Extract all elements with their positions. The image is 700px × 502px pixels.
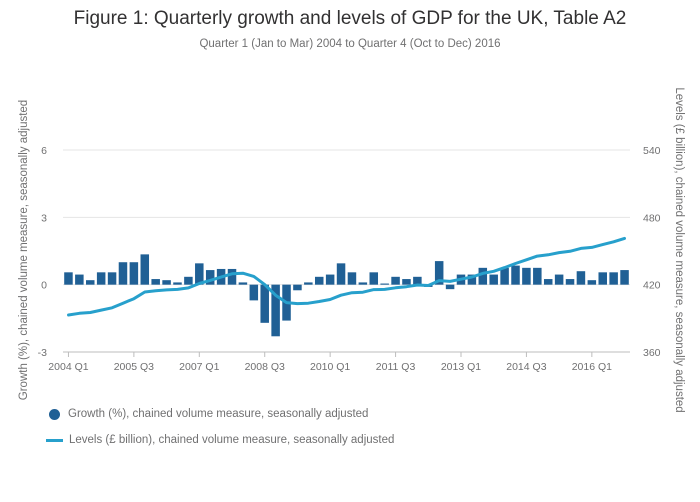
- legend-item-levels[interactable]: Levels (£ billion), chained volume measu…: [46, 434, 394, 446]
- growth-bar: [314, 276, 324, 285]
- y-right-tick-label: 360: [643, 347, 661, 359]
- y-left-tick-label: 6: [41, 145, 47, 157]
- legend-label-levels: Levels (£ billion), chained volume measu…: [69, 434, 395, 446]
- growth-bar: [107, 272, 117, 285]
- y-right-tick-label: 420: [643, 280, 661, 292]
- growth-bar: [238, 282, 248, 285]
- y-left-tick-label: -3: [38, 347, 47, 359]
- growth-bar: [500, 267, 509, 285]
- growth-bar: [173, 282, 182, 285]
- growth-bar: [467, 274, 477, 285]
- growth-bar: [587, 280, 597, 285]
- growth-bar: [565, 279, 575, 285]
- growth-bar: [511, 265, 520, 285]
- legend-line-marker: [46, 438, 63, 442]
- chart-title: Figure 1: Quarterly growth and levels of…: [73, 8, 627, 29]
- growth-bar: [478, 267, 488, 285]
- growth-bar: [522, 267, 531, 285]
- growth-bar: [129, 262, 139, 285]
- chart-subtitle: Quarter 1 (Jan to Mar) 2004 to Quarter 4…: [199, 38, 501, 50]
- growth-bar: [576, 271, 586, 285]
- growth-bar: [402, 279, 411, 285]
- growth-bar: [554, 274, 564, 285]
- growth-bar: [227, 268, 237, 285]
- growth-bar: [64, 272, 73, 285]
- growth-bar: [162, 280, 171, 285]
- x-tick-label: 2007 Q1: [179, 361, 219, 373]
- growth-bar: [358, 282, 368, 285]
- growth-bar: [543, 279, 553, 285]
- growth-bar: [86, 280, 95, 285]
- growth-bar: [140, 254, 150, 285]
- levels-line: [67, 236, 626, 317]
- x-tick-label: 2016 Q1: [572, 361, 612, 373]
- growth-bar: [195, 263, 204, 285]
- growth-bar: [445, 284, 455, 290]
- legend-item-growth[interactable]: Growth (%), chained volume measure, seas…: [46, 408, 368, 420]
- growth-bar: [489, 274, 498, 285]
- growth-bar: [75, 274, 84, 285]
- growth-bar: [620, 270, 629, 285]
- growth-bar: [118, 262, 128, 285]
- growth-bar: [96, 272, 106, 285]
- growth-bar: [380, 283, 389, 285]
- y-left-tick-label: 0: [41, 280, 47, 292]
- growth-bar: [598, 272, 607, 285]
- x-tick-label: 2008 Q3: [245, 361, 285, 373]
- y-left-tick-label: 3: [41, 212, 47, 224]
- growth-bar: [205, 270, 215, 285]
- growth-bar: [391, 276, 400, 285]
- legend-bar-marker: [49, 408, 60, 420]
- growth-bar: [413, 276, 422, 285]
- growth-bar: [271, 284, 280, 337]
- y-right-axis-title: Levels (£ billion), chained volume measu…: [673, 87, 685, 412]
- legend-label-growth: Growth (%), chained volume measure, seas…: [68, 408, 369, 420]
- growth-bar: [369, 272, 379, 285]
- growth-bar: [347, 272, 357, 285]
- growth-bar: [609, 272, 618, 285]
- growth-bar: [304, 282, 313, 285]
- y-right-tick-label: 540: [643, 145, 661, 157]
- growth-bar: [151, 279, 160, 285]
- growth-bar: [434, 261, 444, 285]
- y-right-tick-label: 480: [643, 212, 661, 224]
- y-left-axis-title: Growth (%), chained volume measure, seas…: [18, 100, 30, 400]
- x-tick-label: 2010 Q1: [310, 361, 350, 373]
- x-tick-label: 2011 Q3: [376, 361, 416, 373]
- growth-bar: [184, 276, 193, 285]
- x-tick-label: 2013 Q1: [441, 361, 481, 373]
- growth-bar: [249, 284, 259, 301]
- x-tick-label: 2004 Q1: [48, 361, 88, 373]
- growth-bar: [336, 263, 346, 285]
- growth-bar: [533, 267, 542, 285]
- x-tick-label: 2014 Q3: [506, 361, 546, 373]
- growth-bar: [325, 274, 335, 285]
- growth-bar: [293, 284, 302, 291]
- x-tick-label: 2005 Q3: [114, 361, 154, 373]
- growth-bar: [260, 284, 269, 323]
